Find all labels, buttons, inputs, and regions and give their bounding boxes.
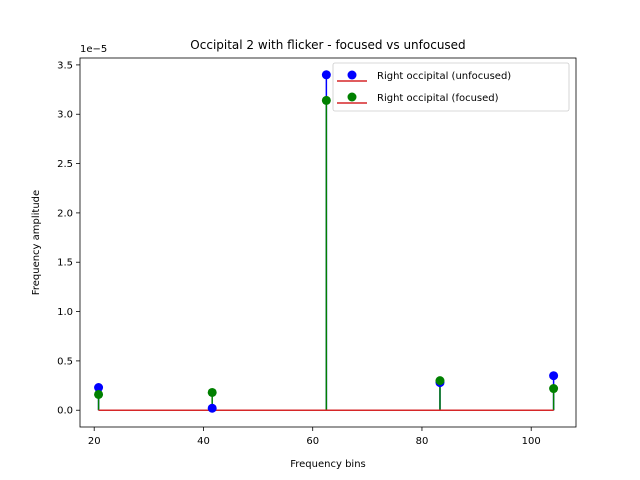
y-axis-label: Frequency amplitude: [31, 190, 42, 295]
y-tick-label: 3.0: [57, 110, 73, 121]
x-tick-label: 20: [88, 436, 101, 447]
x-tick-label: 40: [197, 436, 210, 447]
legend-marker: [347, 70, 357, 80]
y-tick-label: 0.5: [57, 356, 73, 367]
y-tick-label: 3.5: [57, 60, 73, 71]
y-tick-label: 2.5: [57, 159, 73, 170]
x-tick-label: 60: [306, 436, 319, 447]
plot-area: [94, 70, 559, 413]
y-tick-label: 1.5: [57, 258, 73, 269]
x-axis: 20 40 60 80 100: [88, 427, 541, 447]
y-tick-label: 1.0: [57, 307, 73, 318]
marker-focused: [321, 95, 331, 105]
marker-focused: [94, 389, 104, 399]
x-tick-label: 80: [416, 436, 429, 447]
marker-unfocused: [207, 403, 217, 413]
marker-focused: [549, 384, 559, 394]
axes-frame: [79, 57, 577, 428]
legend-box: [332, 62, 570, 112]
y-scale-factor: 1e−5: [80, 44, 107, 55]
marker-focused: [207, 387, 217, 397]
legend-marker: [347, 92, 357, 102]
marker-unfocused: [549, 371, 559, 381]
marker-unfocused: [94, 383, 104, 393]
chart-title: Occipital 2 with flicker - focused vs un…: [190, 38, 465, 52]
legend-label: Right occipital (unfocused): [377, 71, 511, 82]
marker-focused: [435, 376, 445, 386]
y-axis: 0.0 0.5 1.0 1.5 2.0 2.5 3.0 3.5: [57, 60, 80, 417]
marker-unfocused: [321, 70, 331, 80]
y-tick-label: 2.0: [57, 208, 73, 219]
y-tick-label: 0.0: [57, 406, 73, 417]
x-axis-label: Frequency bins: [290, 459, 366, 470]
legend: Right occipital (unfocused) Right occipit…: [332, 62, 570, 112]
legend-label: Right occipital (focused): [377, 93, 499, 104]
x-tick-label: 100: [522, 436, 541, 447]
